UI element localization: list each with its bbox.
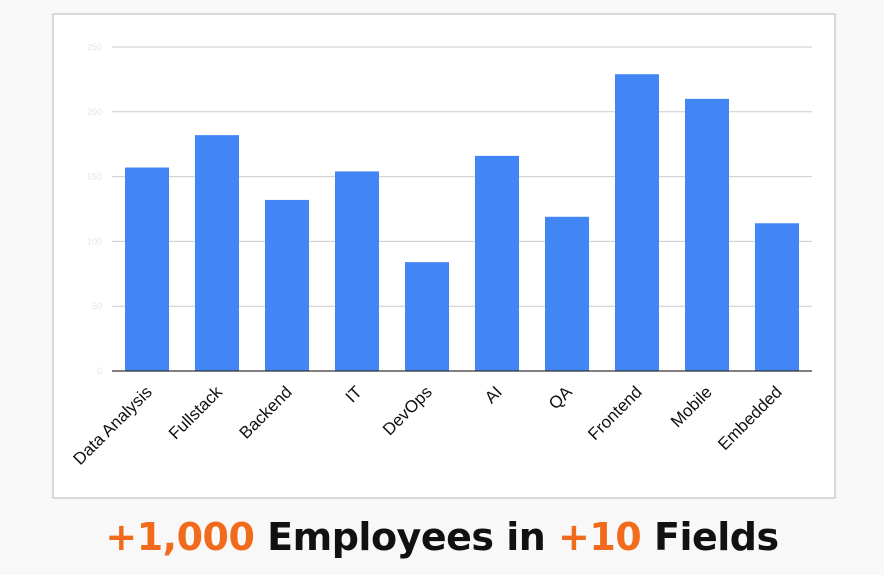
bar xyxy=(475,155,519,371)
bar xyxy=(405,262,449,371)
bar xyxy=(685,98,729,371)
caption-text-fields: Fields xyxy=(641,515,779,559)
bar xyxy=(335,171,379,371)
x-tick-label: Data Analysis xyxy=(70,382,156,468)
x-tick-label: Backend xyxy=(236,382,296,442)
y-tick-label: 100 xyxy=(87,236,102,246)
x-tick-label: AI xyxy=(481,382,506,407)
bar xyxy=(195,135,239,371)
caption: +1,000 Employees in +10 Fields xyxy=(0,515,884,559)
caption-field-count: +10 xyxy=(558,515,642,559)
bar xyxy=(755,223,799,371)
y-tick-label: 0 xyxy=(97,366,102,376)
x-tick-label: Frontend xyxy=(584,382,646,444)
x-tick-label: Mobile xyxy=(667,382,716,431)
y-tick-label: 150 xyxy=(87,172,102,182)
caption-text-employees: Employees in xyxy=(254,515,559,559)
x-tick-label: Fullstack xyxy=(165,382,226,443)
bar-chart: 0 50 100 150 200 250 Data Analysis Fullstack Bac… xyxy=(70,42,812,469)
y-tick-label: 250 xyxy=(87,42,102,52)
bar xyxy=(615,74,659,371)
y-tick-label: 50 xyxy=(92,301,102,311)
chart-frame: 0 50 100 150 200 250 Data Analysis Fullstack Bac… xyxy=(52,13,836,499)
bar xyxy=(265,199,309,371)
x-tick-label: DevOps xyxy=(379,382,436,439)
x-tick-label: IT xyxy=(342,382,366,406)
bar xyxy=(125,167,169,371)
bar xyxy=(545,216,589,371)
x-tick-label: QA xyxy=(545,382,576,413)
x-tick-label: Embedded xyxy=(714,382,786,454)
caption-employee-count: +1,000 xyxy=(105,515,255,559)
y-tick-label: 200 xyxy=(87,107,102,117)
